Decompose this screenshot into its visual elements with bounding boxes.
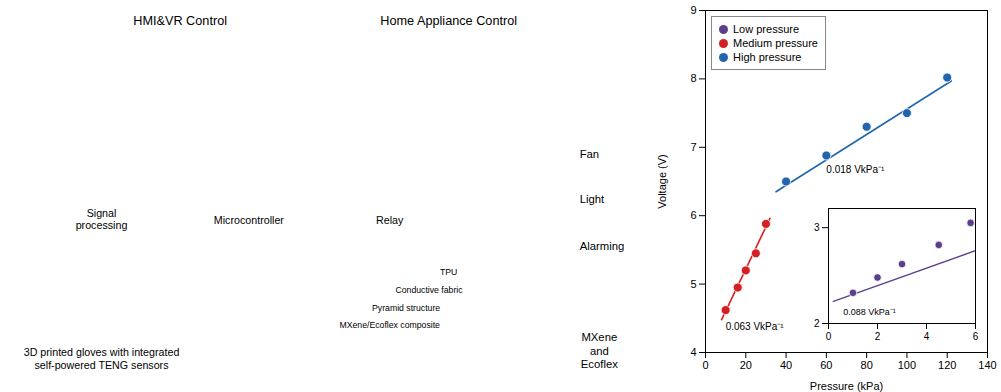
html-text:Light: Light <box>579 193 605 206</box>
html-text:Medium pressure: Medium pressure <box>733 37 818 49</box>
html-text:Home Appliance Control: Home Appliance Control <box>380 13 518 28</box>
svg-text:80: 80 <box>861 359 873 371</box>
html-text:3D printed gloves with integra: 3D printed gloves with integrated self-p… <box>23 346 180 372</box>
html-text:Alarming: Alarming <box>579 240 625 253</box>
svg-text:100: 100 <box>898 359 916 371</box>
html-text:HMI&VR Control: HMI&VR Control <box>133 13 227 28</box>
svg-text:Pressure (kPa): Pressure (kPa) <box>810 380 883 392</box>
svg-text:0.088 VkPa⁻¹: 0.088 VkPa⁻¹ <box>843 307 896 317</box>
svg-text:0.018 VkPa⁻¹: 0.018 VkPa⁻¹ <box>826 164 885 175</box>
svg-text:0: 0 <box>702 359 708 371</box>
svg-text:140: 140 <box>978 359 996 371</box>
svg-text:60: 60 <box>820 359 832 371</box>
svg-text:4: 4 <box>924 331 930 342</box>
svg-text:20: 20 <box>740 359 752 371</box>
svg-text:2: 2 <box>875 331 881 342</box>
svg-text:6: 6 <box>690 209 696 221</box>
html-text:Signal processing: Signal processing <box>75 206 128 232</box>
html-text:Fan: Fan <box>579 148 600 161</box>
svg-text:120: 120 <box>938 359 956 371</box>
svg-text:5: 5 <box>690 278 696 290</box>
html-text:Low pressure: Low pressure <box>733 23 799 35</box>
svg-text:3: 3 <box>814 222 820 233</box>
html-text:TPU: TPU <box>440 267 458 278</box>
html-text:Microcontroller: Microcontroller <box>213 213 284 226</box>
html-text:Conductive fabric: Conductive fabric <box>395 284 463 295</box>
html-text:MXene and Ecoflex: MXene and Ecoflex <box>580 331 618 371</box>
svg-text:7: 7 <box>690 141 696 153</box>
svg-text:Voltage (V): Voltage (V) <box>656 154 668 208</box>
html-text:Relay: Relay <box>376 213 404 226</box>
svg-text:6: 6 <box>973 331 979 342</box>
svg-text:4: 4 <box>690 346 696 358</box>
html-text:MXene/Ecoflex composite: MXene/Ecoflex composite <box>339 320 440 331</box>
svg-text:0: 0 <box>826 331 832 342</box>
svg-text:40: 40 <box>780 359 792 371</box>
svg-text:8: 8 <box>690 72 696 84</box>
svg-text:2: 2 <box>814 318 820 329</box>
svg-text:0.063 VkPa⁻¹: 0.063 VkPa⁻¹ <box>726 321 785 332</box>
html-text:Pyramid structure: Pyramid structure <box>372 302 441 313</box>
html-text:High pressure: High pressure <box>733 51 802 63</box>
svg-text:9: 9 <box>690 4 696 16</box>
